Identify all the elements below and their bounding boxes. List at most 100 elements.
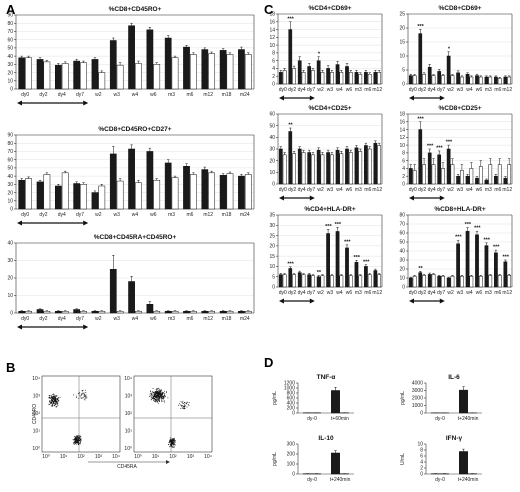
bar [330, 275, 334, 288]
x-tick-label: dy7 [307, 87, 315, 93]
flow-event [170, 445, 172, 447]
bar [201, 169, 209, 210]
bar [183, 46, 190, 90]
bar [494, 175, 498, 185]
y-tick-label: 0 [420, 411, 423, 417]
flow-event [186, 402, 188, 404]
bar [116, 64, 124, 90]
y-tick-label: 10 [269, 264, 275, 270]
flow-event [57, 399, 59, 400]
flow-event [55, 398, 57, 399]
x-tick-label: w2 [447, 290, 454, 296]
significance-label: *** [335, 222, 342, 228]
bar [226, 54, 234, 90]
bar [441, 168, 445, 185]
bar [364, 266, 368, 288]
flow-event [76, 441, 77, 443]
flow-event [52, 398, 54, 399]
bar [320, 275, 325, 288]
bar [422, 164, 426, 185]
bar [288, 29, 293, 85]
y-tick-label: 12 [269, 35, 275, 41]
x-tick-label: m3 [355, 187, 362, 193]
flow-event [50, 401, 51, 403]
x-tick-label: dy2 [288, 87, 296, 93]
y-tick-label: 30 [269, 223, 275, 229]
flow-event [157, 401, 158, 403]
x-tick-label: w6 [476, 187, 483, 193]
y-tick-label: 800 [287, 391, 296, 397]
flow-event [54, 399, 56, 401]
y-tick-label: 30 [7, 62, 13, 68]
y-tick-label: 15 [399, 40, 405, 46]
flow-event [54, 396, 56, 398]
flow-event [53, 395, 55, 397]
x-tick-label: dy4 [428, 87, 436, 93]
x-tick-label: dy2 [288, 187, 296, 193]
flow-event [162, 396, 163, 398]
y-tick-label: 0 [10, 207, 13, 213]
flow-event [158, 398, 159, 399]
x-tick-label: dy7 [437, 187, 445, 193]
bar [208, 311, 216, 314]
flow-event [57, 401, 58, 403]
flow-event [76, 397, 77, 398]
dotplot-x-tick: 10¹ [152, 454, 160, 460]
bar [422, 73, 426, 85]
flow-event [78, 443, 79, 445]
flow-event [155, 392, 157, 394]
bar [345, 247, 349, 288]
flow-event [161, 394, 163, 395]
flow-event [156, 394, 158, 396]
panel-label-c: C [264, 2, 274, 17]
bar [307, 274, 312, 288]
flow-event [181, 402, 183, 403]
flow-event [84, 394, 85, 396]
flow-event [157, 388, 159, 390]
flow-event [78, 440, 80, 441]
flow-event [55, 396, 56, 398]
bar [354, 72, 359, 85]
bar [367, 274, 372, 288]
flow-event [157, 398, 158, 400]
flow-event [160, 396, 162, 398]
bar [437, 275, 442, 288]
flow-event [51, 397, 52, 399]
bar [80, 62, 87, 90]
y-tick-label: 400 [287, 401, 296, 407]
bar [475, 75, 479, 85]
flow-event [53, 401, 54, 402]
dotplot-arrowhead [166, 460, 170, 464]
flow-event [82, 397, 84, 399]
significance-label: *** [446, 140, 453, 146]
x-tick-label: dy2 [288, 290, 296, 296]
flow-event [56, 401, 57, 403]
y-tick-label: 20 [7, 190, 13, 196]
flow-event [153, 399, 154, 401]
x-tick-label: w4 [132, 316, 139, 322]
flow-event [81, 394, 83, 395]
flow-event [57, 403, 59, 405]
bar [412, 275, 417, 288]
dotplot-x-tick: 10² [77, 454, 85, 460]
flow-event [158, 399, 159, 400]
y-tick-label: 3000 [412, 388, 423, 394]
x-tick-label: dy0 [21, 92, 29, 98]
x-tick-label: w2 [447, 87, 454, 93]
bar [465, 73, 470, 85]
x-tick-label: dy4 [58, 92, 66, 98]
bar [345, 66, 349, 85]
dotplot-y-tick: 10³ [33, 394, 41, 400]
flow-event [85, 398, 87, 399]
flow-event [155, 395, 157, 397]
x-tick-label: dy7 [307, 187, 315, 193]
flow-event [48, 397, 50, 399]
x-tick-label: m6 [494, 187, 501, 193]
flow-event [182, 402, 183, 404]
x-tick-label: dy-0 [435, 477, 445, 483]
x-tick-label: m12 [502, 187, 512, 193]
flow-event [83, 392, 85, 394]
flow-event [181, 405, 183, 406]
